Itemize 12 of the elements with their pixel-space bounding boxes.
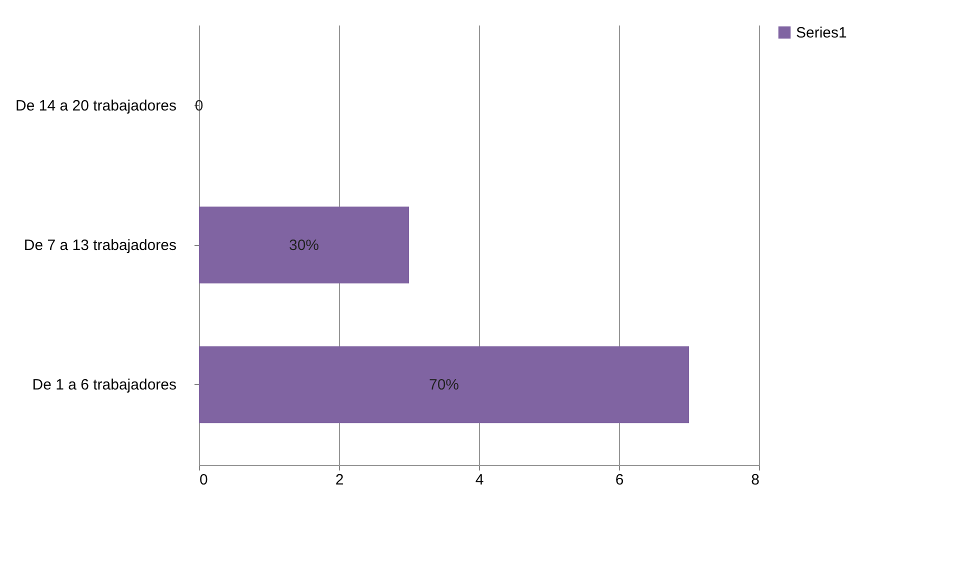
x-tick-label: 6 xyxy=(615,472,624,488)
x-tick-label: 2 xyxy=(335,472,344,488)
annotation: 70% xyxy=(428,376,460,394)
y-tick-label: De 1 a 6 trabajadores xyxy=(32,376,176,394)
y-tick-label: De 14 a 20 trabajadores xyxy=(16,97,176,114)
annotation: 30% xyxy=(288,237,320,254)
x-tick-label: 8 xyxy=(751,472,760,488)
y-tick-label: De 7 a 13 trabajadores xyxy=(24,237,176,254)
x-tick-label: 4 xyxy=(475,472,484,488)
legend-label: Series1 xyxy=(796,24,847,42)
x-tick-label: 0 xyxy=(200,472,208,488)
annotation: 0 xyxy=(194,97,204,114)
